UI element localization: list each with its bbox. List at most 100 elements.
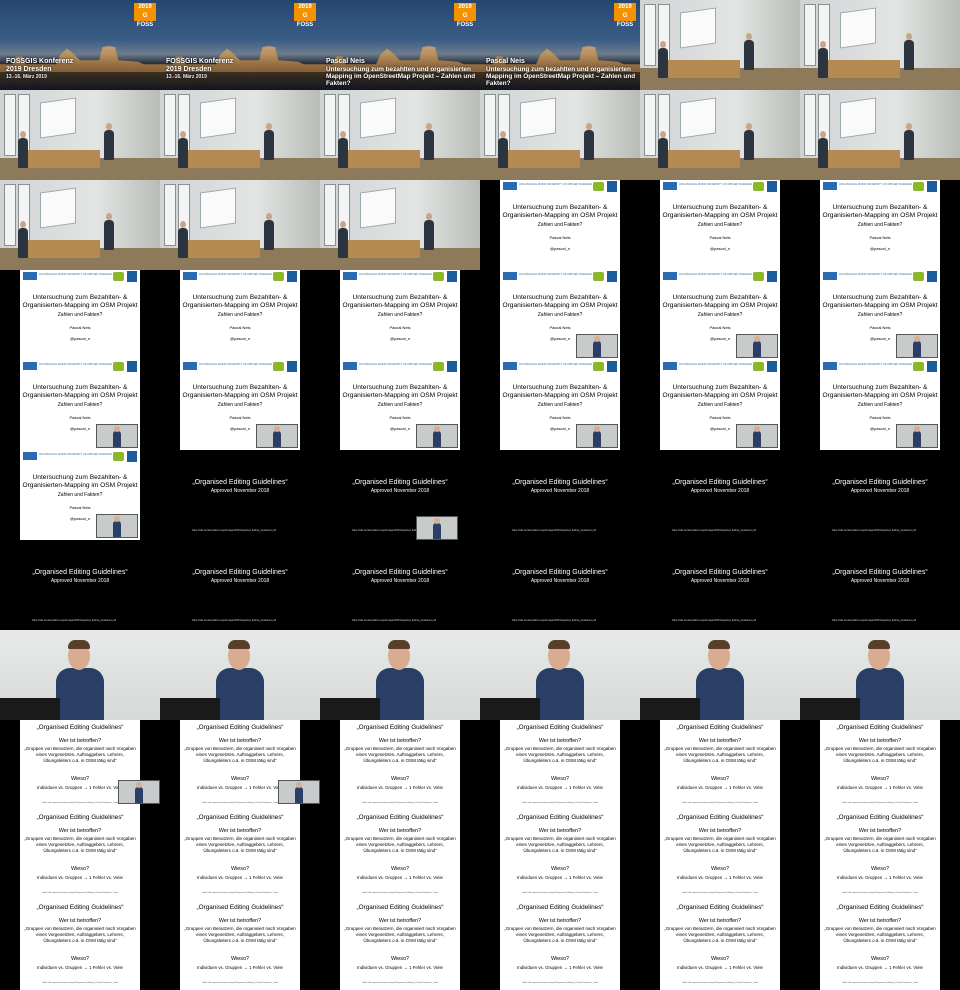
lecture-room-tile[interactable]: [320, 180, 480, 270]
projection-screen: [520, 97, 556, 139]
slide-author: Pascal Neis: [389, 325, 411, 330]
window: [164, 94, 176, 156]
quote-text: „Gruppen von Benutzern, die organisiert …: [344, 926, 456, 943]
talk-title-tile[interactable]: 2019 G FOSS Pascal Neis Untersuchung zum …: [320, 0, 480, 90]
slide-page: „Organised Editing Guidelines“ Wer ist b…: [820, 720, 940, 810]
quote-text: „Gruppen von Benutzern, die organisiert …: [504, 836, 616, 853]
intro-slide-tile[interactable]: HOCHSCHULE MAINZ UNIVERSITY OF APPLIED S…: [640, 270, 800, 360]
intro-slide-tile[interactable]: HOCHSCHULE MAINZ UNIVERSITY OF APPLIED S…: [160, 360, 320, 450]
oeg-slide-tile[interactable]: „Organised Editing Guidelines“ Approved …: [0, 540, 160, 630]
text-slide-tile[interactable]: „Organised Editing Guidelines“ Wer ist b…: [0, 900, 160, 990]
oeg-slide-tile[interactable]: „Organised Editing Guidelines“ Approved …: [640, 450, 800, 540]
intro-slide-tile[interactable]: HOCHSCHULE MAINZ UNIVERSITY OF APPLIED S…: [320, 270, 480, 360]
text-slide-tile[interactable]: „Organised Editing Guidelines“ Wer ist b…: [320, 900, 480, 990]
window: [324, 184, 336, 246]
presenter-closeup-tile[interactable]: [640, 630, 800, 720]
text-slide-tile[interactable]: „Organised Editing Guidelines“ Wer ist b…: [640, 810, 800, 900]
quote-text: „Gruppen von Benutzern, die organisiert …: [184, 836, 296, 853]
text-slide-tile[interactable]: „Organised Editing Guidelines“ Wer ist b…: [640, 720, 800, 810]
lecture-room-tile[interactable]: [480, 90, 640, 180]
intro-slide-tile[interactable]: HOCHSCHULE MAINZ UNIVERSITY OF APPLIED S…: [480, 270, 640, 360]
oeg-slide-tile[interactable]: „Organised Editing Guidelines“ Approved …: [320, 450, 480, 540]
intro-slide-tile[interactable]: HOCHSCHULE MAINZ UNIVERSITY OF APPLIED S…: [0, 270, 160, 360]
intro-slide-tile[interactable]: HOCHSCHULE MAINZ UNIVERSITY OF APPLIED S…: [480, 180, 640, 270]
text-slide-tile[interactable]: „Organised Editing Guidelines“ Wer ist b…: [480, 810, 640, 900]
speaker-figure: [658, 131, 668, 168]
hs-mainz-logo-text: HOCHSCHULE MAINZ UNIVERSITY OF APPLIED S…: [39, 453, 113, 456]
presenter-closeup-tile[interactable]: [800, 630, 960, 720]
lecture-room-tile[interactable]: [320, 90, 480, 180]
talk-title-tile[interactable]: 2019 G FOSS Pascal Neis Untersuchung zum …: [480, 0, 640, 90]
question-why: Wieso?: [871, 956, 889, 962]
question-who: Wer ist betroffen?: [218, 828, 262, 834]
lecture-room-tile[interactable]: [160, 180, 320, 270]
intro-slide-tile[interactable]: HOCHSCHULE MAINZ UNIVERSITY OF APPLIED S…: [640, 180, 800, 270]
river-reflection: [160, 72, 320, 90]
slide-url: https://wiki.openstreetmap.org/wiki/Orga…: [202, 892, 278, 894]
presenter-closeup-tile[interactable]: [480, 630, 640, 720]
title-card-tile[interactable]: 2019 G FOSS FOSSGIS Konferenz 2019 Dresde…: [160, 0, 320, 90]
speaker-video-inset: [96, 424, 138, 448]
lecture-room-tile[interactable]: [640, 0, 800, 90]
lecture-room-tile[interactable]: [0, 90, 160, 180]
oeg-slide-tile[interactable]: „Organised Editing Guidelines“ Approved …: [320, 540, 480, 630]
presenter-closeup-tile[interactable]: [0, 630, 160, 720]
hs-mainz-logo-text: HOCHSCHULE MAINZ UNIVERSITY OF APPLIED S…: [39, 363, 113, 366]
slide-title: „Organised Editing Guidelines“: [352, 569, 448, 576]
intro-slide-tile[interactable]: HOCHSCHULE MAINZ UNIVERSITY OF APPLIED S…: [0, 450, 160, 540]
text-slide-tile[interactable]: „Organised Editing Guidelines“ Wer ist b…: [480, 720, 640, 810]
text-slide-tile[interactable]: „Organised Editing Guidelines“ Wer ist b…: [320, 720, 480, 810]
lecture-room-tile[interactable]: [160, 90, 320, 180]
text-slide-tile[interactable]: „Organised Editing Guidelines“ Wer ist b…: [160, 900, 320, 990]
text-slide-tile[interactable]: „Organised Editing Guidelines“ Wer ist b…: [320, 810, 480, 900]
text-slide-tile[interactable]: „Organised Editing Guidelines“ Wer ist b…: [800, 720, 960, 810]
speaker-figure: [818, 41, 828, 78]
quote-text: „Gruppen von Benutzern, die organisiert …: [24, 746, 136, 763]
text-slide-tile[interactable]: „Organised Editing Guidelines“ Wer ist b…: [480, 900, 640, 990]
intro-slide-tile[interactable]: HOCHSCHULE MAINZ UNIVERSITY OF APPLIED S…: [320, 360, 480, 450]
presenter-closeup-tile[interactable]: [320, 630, 480, 720]
oeg-slide-tile[interactable]: „Organised Editing Guidelines“ Approved …: [800, 450, 960, 540]
hs-mainz-logo-text: HOCHSCHULE MAINZ UNIVERSITY OF APPLIED S…: [679, 363, 753, 366]
text-slide-tile[interactable]: „Organised Editing Guidelines“ Wer ist b…: [800, 900, 960, 990]
text-slide-tile[interactable]: „Organised Editing Guidelines“ Wer ist b…: [160, 810, 320, 900]
intro-slide-tile[interactable]: HOCHSCHULE MAINZ UNIVERSITY OF APPLIED S…: [800, 270, 960, 360]
presenter-closeup-tile[interactable]: [160, 630, 320, 720]
slide-url: https://wiki.openstreetmap.org/wiki/Orga…: [842, 802, 918, 804]
intro-slide-tile[interactable]: HOCHSCHULE MAINZ UNIVERSITY OF APPLIED S…: [160, 270, 320, 360]
intro-slide-tile[interactable]: HOCHSCHULE MAINZ UNIVERSITY OF APPLIED S…: [640, 360, 800, 450]
text-slide-tile[interactable]: „Organised Editing Guidelines“ Wer ist b…: [640, 900, 800, 990]
lecture-room-tile[interactable]: [640, 90, 800, 180]
slide-title: „Organised Editing Guidelines“: [32, 569, 128, 576]
slide-url: https://wiki.openstreetmap.org/wiki/Orga…: [522, 802, 598, 804]
oeg-slide-tile[interactable]: „Organised Editing Guidelines“ Approved …: [160, 540, 320, 630]
slide-author: Pascal Neis: [549, 325, 571, 330]
assistant-figure: [104, 213, 114, 250]
oeg-slide-tile[interactable]: „Organised Editing Guidelines“ Approved …: [160, 450, 320, 540]
oeg-slide-tile[interactable]: „Organised Editing Guidelines“ Approved …: [640, 540, 800, 630]
text-slide-tile[interactable]: „Organised Editing Guidelines“ Wer ist b…: [0, 810, 160, 900]
intro-slide-tile[interactable]: HOCHSCHULE MAINZ UNIVERSITY OF APPLIED S…: [0, 360, 160, 450]
assistant-figure: [904, 123, 914, 160]
oeg-slide-tile[interactable]: „Organised Editing Guidelines“ Approved …: [480, 450, 640, 540]
oeg-slide-tile[interactable]: „Organised Editing Guidelines“ Approved …: [800, 540, 960, 630]
presenter-body: [216, 668, 264, 720]
quote-text: „Gruppen von Benutzern, die organisiert …: [184, 746, 296, 763]
lecture-room-tile[interactable]: [800, 0, 960, 90]
text-slide-tile[interactable]: „Organised Editing Guidelines“ Wer ist b…: [800, 810, 960, 900]
oeg-slide-tile[interactable]: „Organised Editing Guidelines“ Approved …: [480, 540, 640, 630]
lecture-room-tile[interactable]: [0, 180, 160, 270]
intro-slide-tile[interactable]: HOCHSCHULE MAINZ UNIVERSITY OF APPLIED S…: [480, 360, 640, 450]
text-slide-tile[interactable]: „Organised Editing Guidelines“ Wer ist b…: [160, 720, 320, 810]
window: [164, 184, 176, 246]
hs-mainz-logo-text: HOCHSCHULE MAINZ UNIVERSITY OF APPLIED S…: [519, 183, 593, 186]
river-reflection: [0, 72, 160, 90]
slide-handle: @pascal_n: [549, 246, 571, 251]
assistant-figure: [744, 33, 754, 70]
title-card-tile[interactable]: 2019 G FOSS FOSSGIS Konferenz 2019 Dresde…: [0, 0, 160, 90]
question-who: Wer ist betroffen?: [698, 828, 742, 834]
intro-slide-tile[interactable]: HOCHSCHULE MAINZ UNIVERSITY OF APPLIED S…: [800, 180, 960, 270]
intro-slide-tile[interactable]: HOCHSCHULE MAINZ UNIVERSITY OF APPLIED S…: [800, 360, 960, 450]
lecture-room-tile[interactable]: [800, 90, 960, 180]
text-slide-tile[interactable]: „Organised Editing Guidelines“ Wer ist b…: [0, 720, 160, 810]
